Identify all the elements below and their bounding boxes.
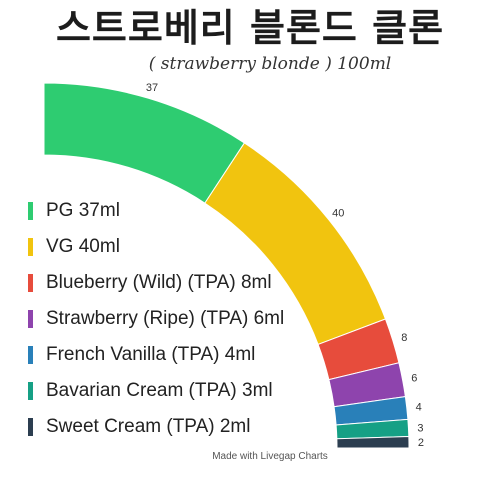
legend-swatch <box>28 274 33 292</box>
legend-swatch <box>28 418 33 436</box>
chart-subtitle: ( strawberry blonde ) 100ml <box>148 54 392 74</box>
legend-item[interactable]: Strawberry (Ripe) (TPA) 6ml <box>28 304 284 340</box>
slice-value-label: 40 <box>332 207 344 219</box>
chart-legend: PG 37ml VG 40ml Blueberry (Wild) (TPA) 8ml… <box>28 196 284 448</box>
legend-item[interactable]: PG 37ml <box>28 196 284 232</box>
legend-swatch <box>28 382 33 400</box>
legend-label: Blueberry (Wild) (TPA) 8ml <box>46 272 272 293</box>
legend-item[interactable]: VG 40ml <box>28 232 284 268</box>
legend-swatch <box>28 202 33 220</box>
slice-value-label: 4 <box>416 402 422 414</box>
legend-swatch <box>28 238 33 256</box>
legend-label: Strawberry (Ripe) (TPA) 6ml <box>46 308 285 329</box>
legend-label: Sweet Cream (TPA) 2ml <box>46 416 251 437</box>
legend-item[interactable]: French Vanilla (TPA) 4ml <box>28 340 284 376</box>
slice-value-label: 3 <box>417 422 423 434</box>
legend-swatch <box>28 310 33 328</box>
slice-6[interactable] <box>336 436 410 449</box>
slice-value-label: 2 <box>418 437 424 449</box>
legend-item[interactable]: Sweet Cream (TPA) 2ml <box>28 412 284 448</box>
legend-swatch <box>28 346 33 364</box>
slice-value-label: 6 <box>411 372 417 384</box>
slice-0[interactable] <box>43 82 246 204</box>
legend-item[interactable]: Blueberry (Wild) (TPA) 8ml <box>28 268 284 304</box>
legend-label: French Vanilla (TPA) 4ml <box>46 344 256 365</box>
legend-label: Bavarian Cream (TPA) 3ml <box>46 380 273 401</box>
slice-value-label: 8 <box>401 332 407 344</box>
legend-label: PG 37ml <box>46 200 120 221</box>
legend-label: VG 40ml <box>46 236 120 257</box>
slice-value-label: 37 <box>146 82 158 94</box>
chart-credit: Made with Livegap Charts <box>212 451 328 462</box>
chart-title: 스트로베리 블론드 클론 <box>55 6 445 50</box>
legend-item[interactable]: Bavarian Cream (TPA) 3ml <box>28 376 284 412</box>
